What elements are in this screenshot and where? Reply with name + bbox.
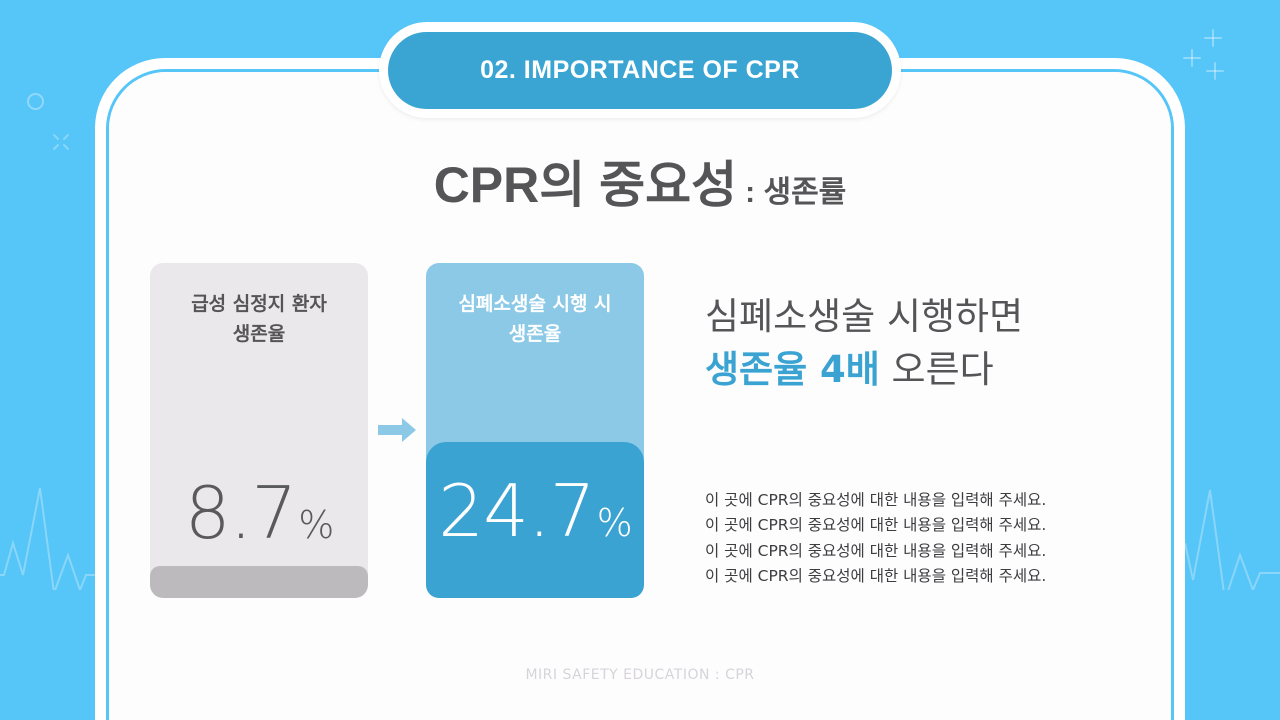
body-text: 이 곳에 CPR의 중요성에 대한 내용을 입력해 주세요. 이 곳에 CPR의… bbox=[705, 488, 1046, 589]
circle-decoration-icon bbox=[27, 93, 44, 110]
headline: 심폐소생술 시행하면 생존율 4배 오른다 bbox=[705, 290, 1023, 396]
footer-text: MIRI SAFETY EDUCATION : CPR bbox=[525, 667, 755, 683]
card-label-line2: 생존율 bbox=[508, 323, 562, 345]
stat-card-with-cpr: 심폐소생술 시행 시 생존율 24.7% bbox=[426, 263, 644, 598]
card-label: 급성 심정지 환자 생존율 bbox=[150, 289, 368, 349]
body-line: 이 곳에 CPR의 중요성에 대한 내용을 입력해 주세요. bbox=[705, 491, 1047, 509]
value-number: 8.7 bbox=[184, 471, 298, 555]
x-decoration-icon bbox=[53, 134, 69, 150]
headline-accent: 생존율 4배 bbox=[705, 348, 880, 391]
value-unit: % bbox=[596, 501, 633, 545]
heartbeat-line-icon bbox=[1185, 489, 1280, 590]
card-label-line1: 심폐소생술 시행 시 bbox=[458, 293, 612, 315]
section-badge: 02. IMPORTANCE OF CPR bbox=[388, 32, 892, 109]
arrow-right-icon bbox=[378, 418, 416, 442]
card-label-line2: 생존율 bbox=[232, 323, 286, 345]
body-line: 이 곳에 CPR의 중요성에 대한 내용을 입력해 주세요. bbox=[705, 566, 1047, 585]
title-sub: : 생존률 bbox=[745, 176, 847, 209]
card-bar-fill bbox=[426, 442, 644, 598]
card-value: 8.7% bbox=[150, 471, 368, 555]
headline-line2: 오른다 bbox=[879, 348, 994, 391]
page-title: CPR의 중요성: 생존률 bbox=[0, 145, 1280, 217]
body-line: 이 곳에 CPR의 중요성에 대한 내용을 입력해 주세요. bbox=[705, 541, 1047, 560]
value-unit: % bbox=[298, 503, 334, 547]
value-number: 24.7 bbox=[438, 469, 595, 553]
heartbeat-line-icon bbox=[0, 487, 100, 590]
title-main: CPR의 중요성 bbox=[433, 157, 738, 213]
stat-card-no-cpr: 급성 심정지 환자 생존율 8.7% bbox=[150, 263, 368, 598]
card-value: 24.7% bbox=[426, 469, 644, 553]
sparkles-decoration-icon bbox=[1183, 29, 1224, 80]
body-line: 이 곳에 CPR의 중요성에 대한 내용을 입력해 주세요. bbox=[705, 516, 1047, 535]
section-label: 02. IMPORTANCE OF CPR bbox=[480, 56, 800, 84]
card-label-line1: 급성 심정지 환자 bbox=[191, 293, 327, 315]
card-bar-base bbox=[150, 566, 368, 598]
headline-line1: 심폐소생술 시행하면 bbox=[705, 295, 1024, 338]
card-label: 심폐소생술 시행 시 생존율 bbox=[426, 289, 644, 349]
